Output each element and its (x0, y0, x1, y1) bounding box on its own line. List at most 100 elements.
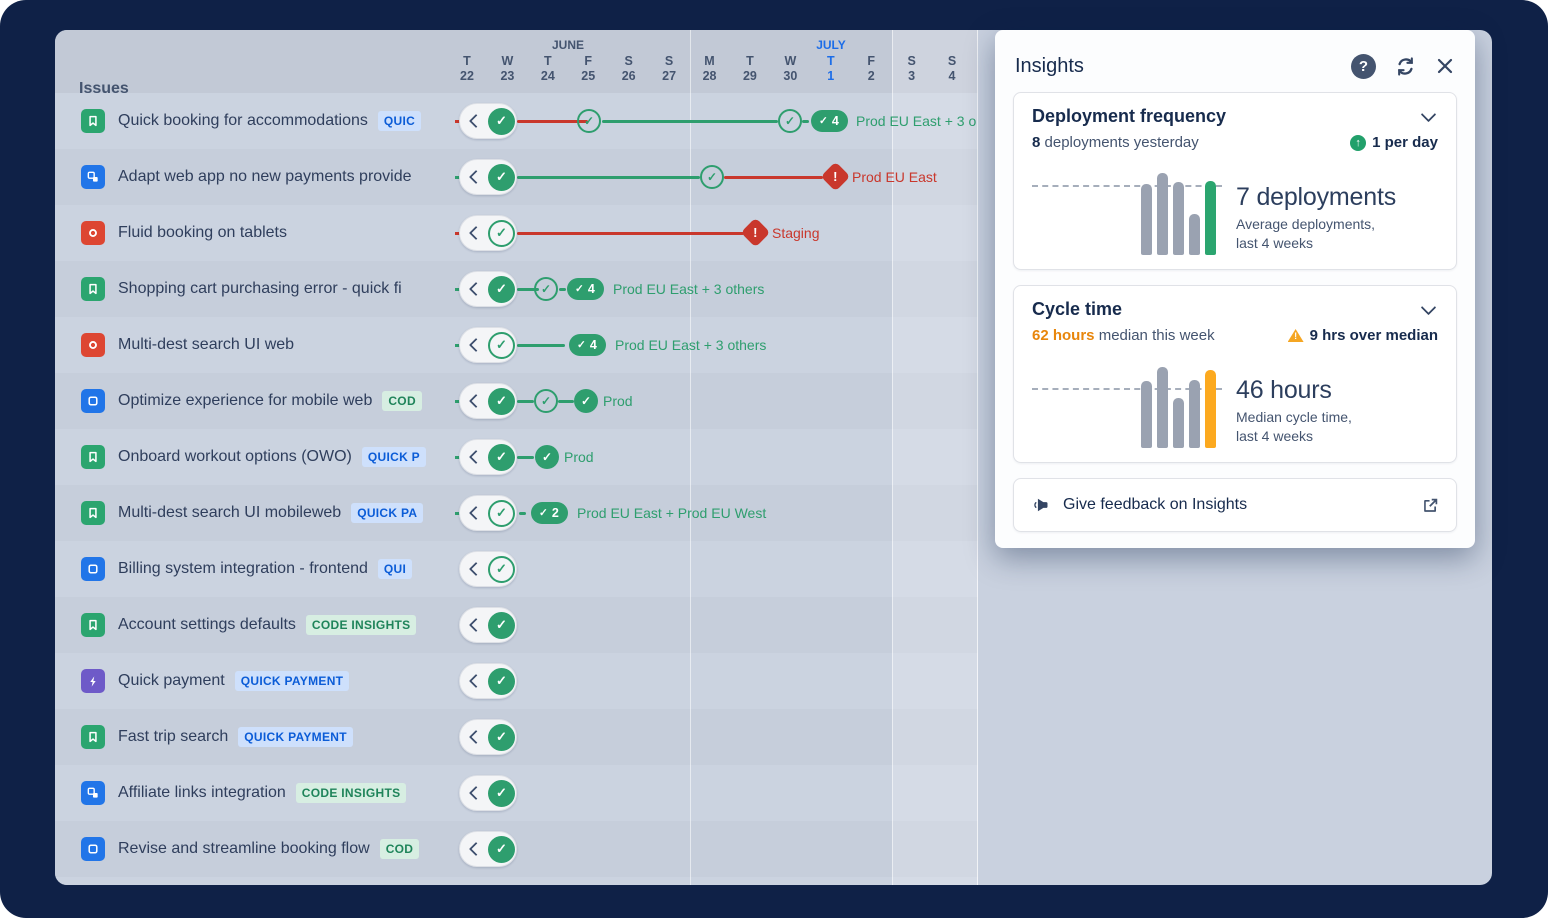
day-header: W 23 (500, 54, 515, 83)
insights-panel: Insights ? Deployment frequency (995, 30, 1475, 548)
close-icon[interactable] (1435, 56, 1455, 76)
deployment-check-filled-icon[interactable]: ✓ (535, 445, 559, 469)
issue-row-left[interactable]: Optimize experience for mobile web COD (55, 373, 455, 429)
deployment-track-line (517, 399, 534, 403)
issue-track: ✓ ✓! Prod EU East (455, 149, 978, 205)
issue-row-left[interactable]: Onboard workout options (OWO) QUICK P (55, 429, 455, 485)
deployment-check-outline-icon[interactable]: ✓ (577, 109, 601, 133)
deployment-count-pill[interactable]: ✓ 2 (531, 502, 568, 524)
issue-row-left[interactable]: Multi-dest search UI web (55, 317, 455, 373)
chevron-left-icon (468, 505, 484, 521)
check-circle-filled-icon: ✓ (488, 107, 515, 135)
issue-badge: QUICK PA (351, 503, 424, 523)
issue-row-left[interactable]: Quick payment QUICK PAYMENT (55, 653, 455, 709)
chevron-left-icon (468, 113, 484, 129)
check-circle-outline-icon: ✓ (488, 331, 515, 359)
day-header: T 24 (540, 54, 555, 83)
issue-row: Multi-dest search UI mobileweb QUICK PA ✓ ✓… (55, 485, 978, 541)
issue-title: Fluid booking on tablets (118, 224, 287, 241)
deployment-check-outline-icon[interactable]: ✓ (534, 277, 558, 301)
refresh-icon[interactable] (1394, 55, 1417, 78)
help-icon[interactable]: ? (1351, 53, 1376, 79)
check-circle-outline-icon: ✓ (488, 555, 515, 583)
issue-row-left[interactable]: Billing system integration - frontend QUI (55, 541, 455, 597)
scroll-earlier-capsule[interactable]: ✓ (459, 607, 517, 643)
insights-header: Insights ? (1013, 46, 1457, 92)
scroll-earlier-capsule[interactable]: ✓ (459, 215, 517, 251)
future-dates-zone (892, 30, 978, 885)
give-feedback-button[interactable]: Give feedback on Insights (1013, 478, 1457, 532)
issue-row-left[interactable]: Affiliate links integration CODE INSIGHTS (55, 765, 455, 821)
issue-row: Fast trip search QUICK PAYMENT ✓ (55, 709, 978, 765)
deployment-failed-icon[interactable]: ! (740, 217, 770, 248)
scroll-earlier-capsule[interactable]: ✓ (459, 439, 517, 475)
issue-track: ✓ ✓ 4 Prod EU East + 3 others (455, 317, 978, 373)
issue-title: Shopping cart purchasing error - quick f… (118, 280, 402, 297)
deployments-yesterday-stat: 8 deployments yesterday (1032, 134, 1199, 151)
issue-title: Quick payment (118, 672, 225, 689)
chevron-left-icon (468, 169, 484, 185)
story-icon (81, 725, 105, 749)
chevron-left-icon (468, 617, 484, 633)
deployment-env-label: Staging (772, 225, 820, 241)
day-header: S 27 (662, 54, 677, 83)
check-circle-outline-icon: ✓ (488, 219, 515, 247)
issue-badge: QUICK PAYMENT (234, 671, 350, 691)
scroll-earlier-capsule[interactable]: ✓ (459, 719, 517, 755)
chevron-left-icon (468, 225, 484, 241)
avg-deployments-value: 7 deployments (1236, 183, 1396, 212)
chart-bar (1173, 398, 1184, 448)
bar-group (1141, 367, 1216, 448)
chart-bar (1189, 214, 1200, 255)
issue-row-left[interactable]: Account settings defaults CODE INSIGHTS (55, 597, 455, 653)
story-icon (81, 445, 105, 469)
deployment-count-pill[interactable]: ✓ 4 (811, 110, 848, 132)
scroll-earlier-capsule[interactable]: ✓ (459, 383, 517, 419)
deployment-track-line (517, 231, 744, 235)
deployment-track-line (558, 399, 574, 403)
issue-title: Quick booking for accommodations (118, 112, 368, 129)
scroll-earlier-capsule[interactable]: ✓ (459, 327, 517, 363)
chevron-left-icon (468, 729, 484, 745)
deployment-env-label: Prod EU East + 3 others (613, 281, 765, 297)
deployment-count-pill[interactable]: ✓ 4 (567, 278, 604, 300)
scroll-earlier-capsule[interactable]: ✓ (459, 831, 517, 867)
issue-track: ✓ (455, 541, 978, 597)
issues-column-header: Issues (79, 80, 129, 97)
issue-row: Revise and streamline booking flow COD ✓ (55, 821, 978, 877)
task-icon (81, 837, 105, 861)
chevron-down-icon[interactable] (1420, 299, 1437, 316)
deployment-count-pill[interactable]: ✓ 4 (569, 334, 606, 356)
scroll-earlier-capsule[interactable]: ✓ (459, 159, 517, 195)
chevron-down-icon[interactable] (1420, 106, 1437, 123)
issue-row-left[interactable]: Quick booking for accommodations QUIC (55, 93, 455, 149)
check-circle-filled-icon: ✓ (488, 163, 515, 191)
deployment-check-outline-icon[interactable]: ✓ (700, 165, 724, 189)
scroll-earlier-capsule[interactable]: ✓ (459, 551, 517, 587)
chevron-left-icon (468, 561, 484, 577)
scroll-earlier-capsule[interactable]: ✓ (459, 103, 517, 139)
issue-row-left[interactable]: Multi-dest search UI mobileweb QUICK PA (55, 485, 455, 541)
deployment-check-outline-icon[interactable]: ✓ (534, 389, 558, 413)
chevron-left-icon (468, 841, 484, 857)
month-label: JULY (816, 38, 846, 52)
bolt-icon (81, 669, 105, 693)
deployment-track-line (517, 287, 539, 291)
issue-row-left[interactable]: Revise and streamline booking flow COD (55, 821, 455, 877)
cycle-median-stat: 62 hours median this week (1032, 327, 1215, 344)
issue-row-left[interactable]: Fluid booking on tablets (55, 205, 455, 261)
scroll-earlier-capsule[interactable]: ✓ (459, 775, 517, 811)
scroll-earlier-capsule[interactable]: ✓ (459, 663, 517, 699)
deployment-track-line (517, 119, 588, 123)
deployment-check-outline-icon[interactable]: ✓ (778, 109, 802, 133)
issue-row-left[interactable]: Shopping cart purchasing error - quick f… (55, 261, 455, 317)
scroll-earlier-capsule[interactable]: ✓ (459, 271, 517, 307)
issue-row: Optimize experience for mobile web COD ✓ ✓ ✓… (55, 373, 978, 429)
issue-row-left[interactable]: Adapt web app no new payments provide (55, 149, 455, 205)
issue-row-left[interactable]: Fast trip search QUICK PAYMENT (55, 709, 455, 765)
check-circle-filled-icon: ✓ (488, 779, 515, 807)
deployment-failed-icon[interactable]: ! (820, 161, 850, 192)
deployment-check-filled-icon[interactable]: ✓ (574, 389, 598, 413)
scroll-earlier-capsule[interactable]: ✓ (459, 495, 517, 531)
